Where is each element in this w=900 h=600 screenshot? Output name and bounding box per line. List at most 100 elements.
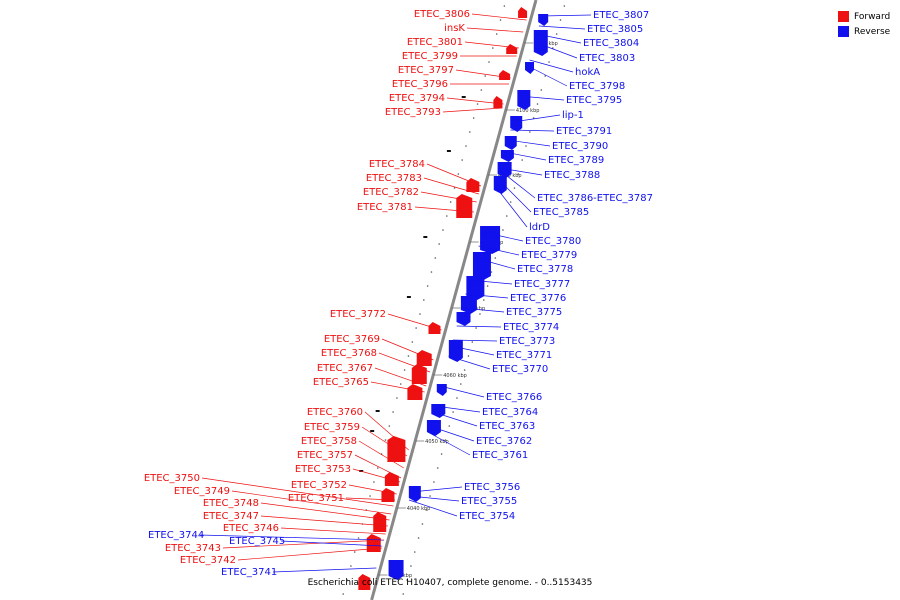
reverse-leader — [507, 139, 551, 147]
reverse-leader — [478, 245, 520, 256]
dot-track-right — [525, 145, 527, 147]
legend-reverse: Reverse — [838, 24, 890, 39]
dot-track-right — [475, 327, 477, 329]
dot-track-right — [436, 467, 439, 469]
forward-gene-label: ETEC_3797 — [398, 65, 454, 76]
forward-gene-label: ETEC_3784 — [369, 159, 425, 170]
dot-track-left — [392, 411, 394, 413]
forward-gene-label: ETEC_3799 — [402, 51, 458, 62]
reverse-gene-label: ETEC_3780 — [525, 236, 581, 247]
dot-track-right — [506, 215, 508, 217]
forward-leader — [364, 411, 409, 451]
legend-forward-label: Forward — [854, 11, 891, 22]
forward-gene-label: ETEC_3782 — [363, 187, 419, 198]
dot-track-right — [467, 355, 470, 357]
reverse-gene-label: ETEC_3755 — [461, 496, 517, 507]
forward-gene-label: ETEC_3783 — [366, 173, 422, 184]
reverse-leader — [199, 534, 385, 541]
forward-gene-label: ETEC_3748 — [203, 498, 259, 509]
reverse-gene-label: ETEC_3777 — [514, 279, 570, 290]
dot-track-right — [536, 103, 539, 105]
reverse-gene-label: ETEC_3776 — [510, 293, 566, 304]
reverse-gene-label: ETEC_3807 — [593, 10, 649, 21]
dot-track-left — [499, 19, 502, 21]
dot-track-left — [342, 593, 345, 595]
forward-leader — [381, 338, 434, 361]
reverse-gene-label: ETEC_3762 — [476, 436, 532, 447]
dot-track-right — [413, 551, 416, 553]
reverse-gene — [510, 116, 523, 132]
forward-leader — [358, 440, 404, 469]
reverse-gene — [517, 90, 531, 110]
forward-gene — [493, 96, 503, 108]
reverse-leader — [496, 177, 532, 213]
forward-leader — [455, 69, 511, 79]
forward-gene-label: ETEC_3750 — [144, 473, 200, 484]
tick-label: 4050 kbp — [425, 439, 449, 445]
forward-gene-label: ETEC_3752 — [291, 480, 347, 491]
dot-track-left — [423, 299, 425, 301]
forward-gene-label: ETEC_3767 — [317, 363, 373, 374]
forward-gene — [373, 512, 387, 532]
reverse-leader — [469, 279, 513, 285]
reverse-leader — [519, 95, 565, 101]
forward-gene — [358, 574, 371, 590]
reverse-leader — [451, 345, 495, 356]
gene-dash — [423, 236, 428, 238]
reverse-gene — [466, 276, 485, 300]
forward-leader — [442, 107, 503, 113]
dot-track-left — [407, 355, 410, 357]
reverse-gene-label: ETEC_3778 — [517, 264, 573, 275]
dot-track-left — [426, 285, 429, 287]
dot-track-right — [529, 131, 531, 133]
reverse-gene-label: ETEC_3770 — [492, 364, 548, 375]
gene-dash — [461, 96, 466, 98]
dot-track-right — [463, 369, 466, 371]
dot-track-right — [544, 75, 546, 77]
forward-leader — [348, 484, 397, 495]
reverse-gene-label: ETEC_3788 — [544, 170, 600, 181]
forward-gene-label: ETEC_3749 — [174, 486, 230, 497]
forward-leader — [260, 502, 390, 521]
reverse-gene-label: ETEC_3790 — [552, 141, 608, 152]
reverse-leader — [434, 405, 481, 413]
dot-track-right — [502, 229, 504, 231]
reverse-gene-label: lip-1 — [562, 110, 584, 121]
reverse-gene-label: ETEC_3741 — [221, 567, 277, 578]
dot-track-right — [425, 509, 428, 511]
dot-track-right — [559, 19, 562, 21]
forward-gene — [384, 472, 399, 486]
dot-track-left — [396, 397, 398, 399]
reverse-gene-label: ETEC_3798 — [569, 81, 625, 92]
reverse-gene-label: ETEC_3775 — [506, 307, 562, 318]
forward-leader — [471, 13, 527, 21]
forward-leader — [260, 515, 388, 527]
dot-track-right — [444, 439, 447, 441]
forward-gene-label: ETEC_3743 — [165, 543, 221, 554]
reverse-gene-label: ldrD — [529, 222, 550, 233]
legend-forward: Forward — [838, 9, 890, 24]
legend: Forward Reverse — [838, 9, 890, 39]
forward-gene-label: ETEC_3781 — [357, 202, 413, 213]
reverse-gene-label: ETEC_3804 — [583, 38, 639, 49]
dot-track-right — [421, 523, 424, 525]
dot-track-right — [417, 537, 420, 539]
tick-label: 4090 kbp — [498, 173, 522, 179]
forward-leader — [201, 477, 394, 507]
reverse-gene-label: ETEC_3791 — [556, 126, 612, 137]
forward-leader — [378, 352, 431, 373]
dot-track-left — [449, 201, 452, 203]
reverse-leader — [440, 385, 485, 398]
forward-gene — [506, 44, 518, 54]
reverse-gene-label: ETEC_3773 — [499, 336, 555, 347]
reverse-leader — [408, 499, 458, 517]
dot-track-left — [373, 481, 375, 483]
dot-track-right — [540, 89, 543, 91]
reverse-gene-label: ETEC_3786-ETEC_3787 — [537, 193, 653, 204]
dot-track-right — [555, 33, 558, 35]
dot-track-left — [480, 89, 483, 91]
forward-swatch — [838, 11, 849, 22]
dot-track-left — [484, 75, 486, 77]
forward-leader — [361, 426, 408, 457]
